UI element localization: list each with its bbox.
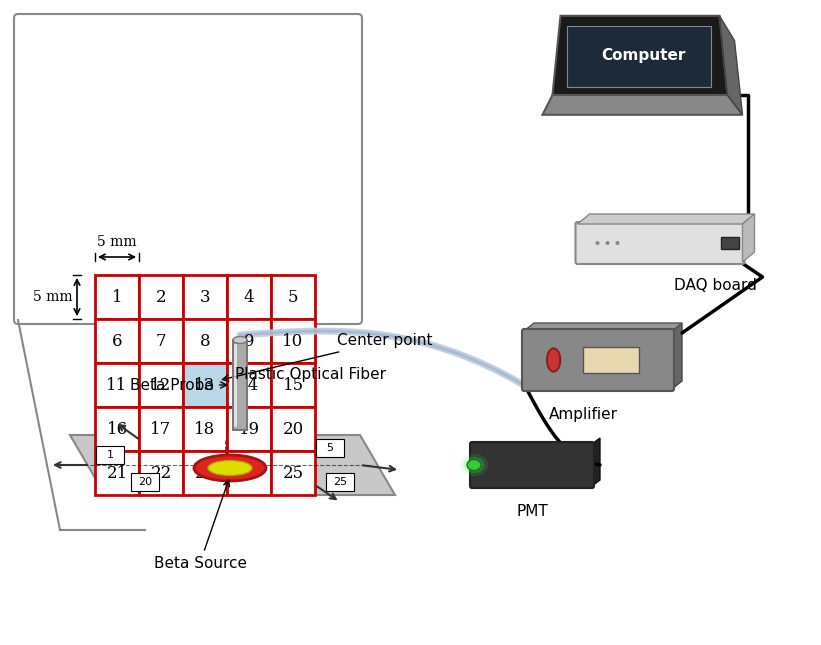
Polygon shape — [577, 214, 754, 224]
Text: Center point: Center point — [222, 333, 433, 381]
Ellipse shape — [547, 348, 560, 372]
Text: 21: 21 — [107, 464, 127, 482]
Text: 14: 14 — [238, 377, 259, 393]
Text: 18: 18 — [195, 421, 216, 437]
Bar — [271, 275, 315, 319]
Polygon shape — [70, 435, 395, 495]
Text: DAQ board: DAQ board — [673, 278, 756, 293]
Bar — [131, 473, 159, 491]
Bar — [139, 275, 183, 319]
Text: 25: 25 — [333, 477, 347, 487]
Text: 7: 7 — [156, 333, 167, 350]
Text: 11: 11 — [107, 377, 127, 393]
Ellipse shape — [464, 457, 484, 473]
Text: 5 mm: 5 mm — [97, 235, 137, 249]
Ellipse shape — [233, 337, 247, 344]
Ellipse shape — [194, 455, 266, 481]
Text: 5: 5 — [287, 288, 298, 306]
Bar — [227, 275, 271, 319]
Text: Computer: Computer — [601, 48, 686, 63]
Text: 10: 10 — [282, 333, 304, 350]
Bar — [183, 451, 227, 495]
Bar — [183, 363, 227, 407]
FancyBboxPatch shape — [522, 329, 674, 391]
Bar — [271, 363, 315, 407]
Bar — [227, 451, 271, 495]
Bar — [234, 340, 246, 430]
Ellipse shape — [467, 459, 481, 470]
Bar — [566, 26, 710, 87]
Bar — [271, 407, 315, 451]
Bar — [316, 439, 344, 457]
Text: 6: 6 — [112, 333, 122, 350]
Bar — [96, 446, 124, 464]
Bar — [271, 319, 315, 363]
Bar — [227, 363, 271, 407]
Bar — [95, 319, 139, 363]
Text: 19: 19 — [238, 421, 259, 437]
Bar — [95, 407, 139, 451]
Text: Amplifier: Amplifier — [548, 407, 617, 422]
Text: 13: 13 — [195, 377, 216, 393]
Polygon shape — [553, 15, 727, 95]
Text: 23: 23 — [195, 464, 216, 482]
Text: 20: 20 — [138, 477, 152, 487]
Text: 2: 2 — [156, 288, 167, 306]
Ellipse shape — [616, 241, 620, 245]
Bar — [139, 407, 183, 451]
Text: 15: 15 — [282, 377, 304, 393]
Text: 8: 8 — [200, 333, 210, 350]
Bar — [95, 363, 139, 407]
Bar — [183, 319, 227, 363]
Bar — [183, 275, 227, 319]
Bar — [326, 473, 354, 491]
Bar — [227, 407, 271, 451]
FancyBboxPatch shape — [576, 222, 745, 264]
Text: 5: 5 — [327, 443, 333, 453]
Bar — [721, 237, 739, 249]
Polygon shape — [524, 323, 682, 331]
Bar — [227, 319, 271, 363]
Text: 22: 22 — [150, 464, 172, 482]
Ellipse shape — [470, 462, 478, 468]
Polygon shape — [543, 95, 742, 115]
Bar — [583, 347, 640, 373]
Text: 9: 9 — [244, 333, 255, 350]
Ellipse shape — [467, 459, 481, 470]
Text: 20: 20 — [282, 421, 304, 437]
Text: 17: 17 — [150, 421, 172, 437]
Text: 1: 1 — [107, 450, 113, 460]
Text: 3: 3 — [200, 288, 210, 306]
Text: 4: 4 — [244, 288, 255, 306]
Ellipse shape — [208, 461, 252, 475]
Ellipse shape — [460, 454, 488, 476]
Text: Beta Source: Beta Source — [154, 480, 246, 570]
Polygon shape — [719, 15, 742, 115]
Text: Beta Probe: Beta Probe — [130, 377, 227, 393]
Polygon shape — [672, 323, 682, 389]
Bar — [95, 275, 139, 319]
Text: PMT: PMT — [516, 504, 548, 519]
FancyBboxPatch shape — [470, 442, 594, 488]
FancyBboxPatch shape — [14, 14, 362, 324]
Bar — [183, 407, 227, 451]
Ellipse shape — [595, 241, 599, 245]
Bar — [139, 363, 183, 407]
Polygon shape — [742, 214, 754, 262]
Text: Plastic Optical Fiber: Plastic Optical Fiber — [235, 368, 386, 382]
Text: 16: 16 — [107, 421, 127, 437]
Text: 12: 12 — [150, 377, 172, 393]
Bar — [95, 451, 139, 495]
Ellipse shape — [606, 241, 609, 245]
Bar — [139, 319, 183, 363]
Polygon shape — [592, 438, 600, 486]
Text: 5 mm: 5 mm — [34, 290, 73, 304]
Text: 1: 1 — [112, 288, 122, 306]
Text: 24: 24 — [238, 464, 259, 482]
Bar — [233, 340, 247, 430]
Bar — [271, 451, 315, 495]
Text: 25: 25 — [282, 464, 304, 482]
Bar — [139, 451, 183, 495]
